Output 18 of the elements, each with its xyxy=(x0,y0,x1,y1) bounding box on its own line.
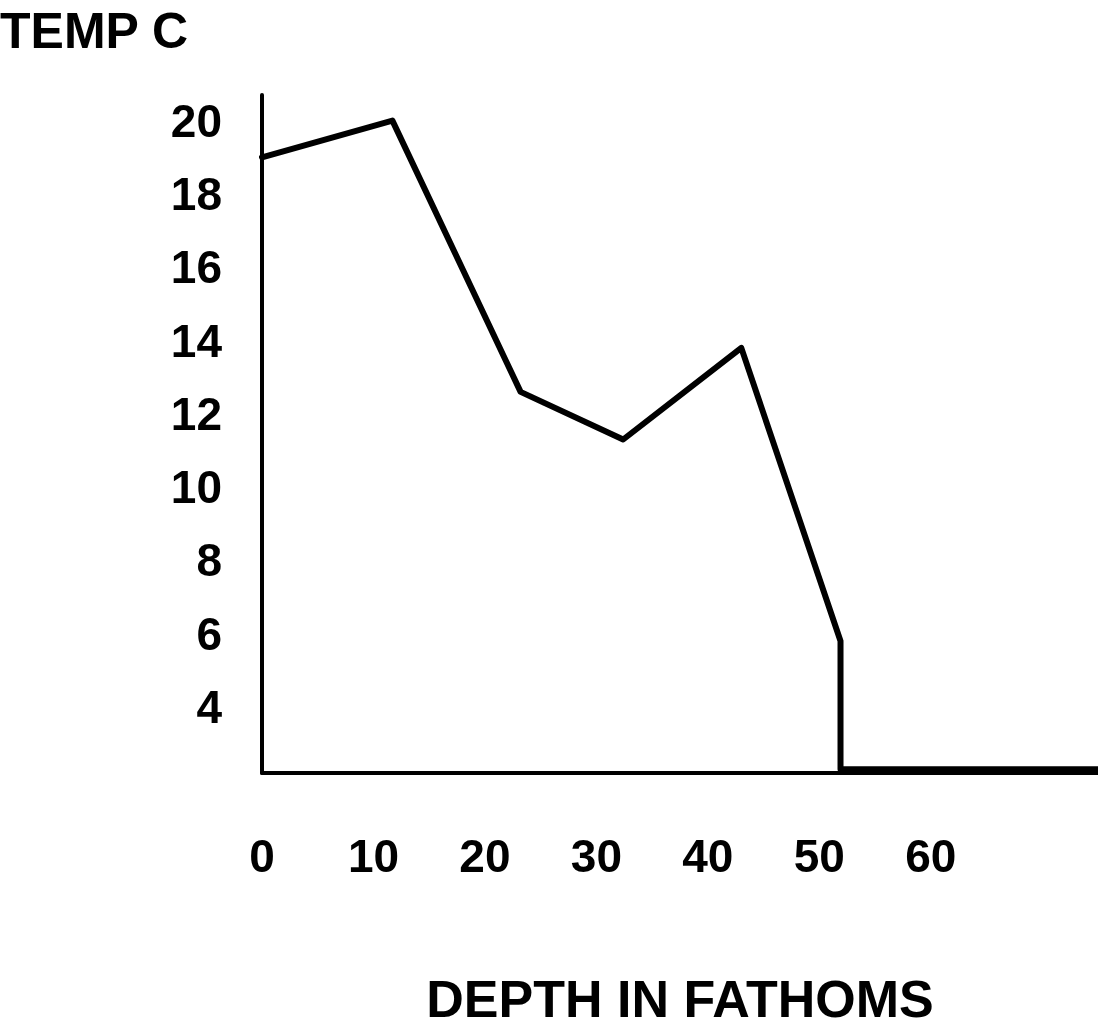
x-axis-title: DEPTH IN FATHOMS xyxy=(426,970,934,1028)
y-tick-label: 14 xyxy=(170,314,223,367)
y-tick-label: 12 xyxy=(170,387,222,440)
x-tick-label: 50 xyxy=(793,830,845,882)
x-tick-label: 20 xyxy=(459,830,511,882)
y-tick-label: 6 xyxy=(196,607,222,660)
y-axis-title: TEMP C xyxy=(0,3,188,59)
y-tick-label: 10 xyxy=(170,461,222,514)
x-tick-label: 10 xyxy=(347,830,400,882)
y-tick-label: 16 xyxy=(170,241,222,294)
y-tick-label: 4 xyxy=(196,681,223,734)
x-tick-label: 30 xyxy=(570,830,622,882)
y-tick-label: 18 xyxy=(170,167,222,220)
x-tick-label: 0 xyxy=(249,830,275,882)
y-tick-label: 20 xyxy=(170,94,222,147)
x-tick-label: 60 xyxy=(905,830,957,882)
x-tick-label: 40 xyxy=(682,830,734,882)
y-tick-label: 8 xyxy=(196,534,222,587)
